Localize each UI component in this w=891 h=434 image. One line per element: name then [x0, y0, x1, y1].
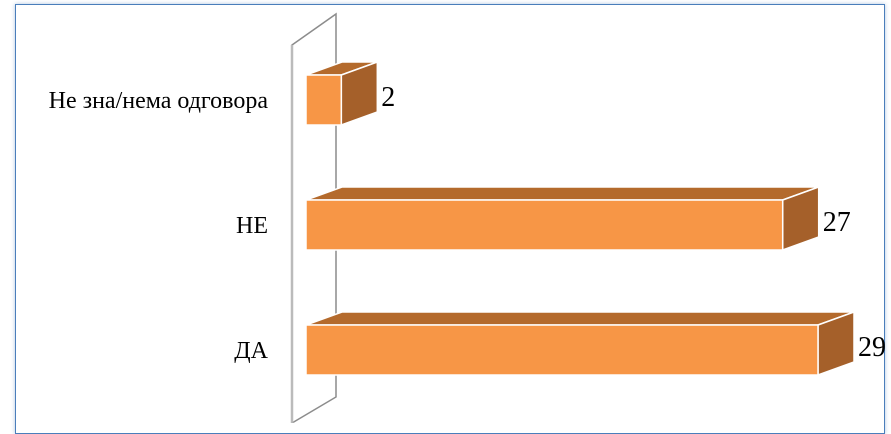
category-labels: Не зна/нема одговора НЕ ДА — [49, 88, 269, 364]
value-label-1: 27 — [823, 207, 851, 238]
bar-top-face — [305, 186, 819, 201]
axis-wall — [290, 12, 337, 423]
bar-chart: Не зна/нема одговора НЕ ДА 2 27 29 — [49, 12, 886, 423]
bar-front-face — [305, 74, 343, 126]
bar-front-face — [305, 324, 819, 376]
category-label-2: ДА — [234, 338, 268, 364]
category-label-0: Не зна/нема одговора — [49, 88, 269, 114]
bars-group — [305, 60, 855, 377]
bar-2 — [305, 310, 855, 377]
bar-top-face — [305, 311, 855, 326]
bar-1 — [305, 185, 820, 252]
value-label-0: 2 — [381, 82, 395, 113]
value-label-2: 29 — [858, 332, 886, 363]
bar-0 — [305, 60, 379, 127]
bar-front-face — [305, 199, 784, 251]
value-labels: 2 27 29 — [381, 82, 886, 363]
category-label-1: НЕ — [236, 213, 268, 239]
